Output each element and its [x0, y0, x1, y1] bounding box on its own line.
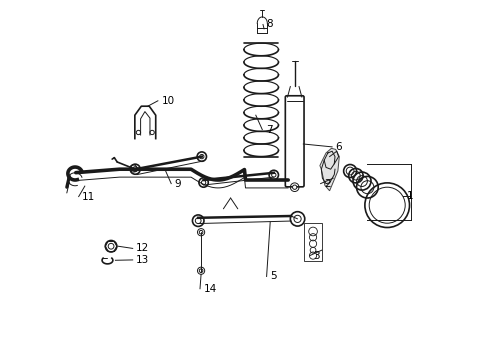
- Text: 7: 7: [266, 125, 272, 135]
- Text: 2: 2: [324, 179, 331, 189]
- FancyBboxPatch shape: [285, 96, 304, 187]
- Text: 5: 5: [270, 271, 277, 282]
- Circle shape: [133, 167, 138, 172]
- Text: 9: 9: [175, 179, 181, 189]
- Circle shape: [201, 180, 206, 185]
- Text: 8: 8: [267, 19, 273, 30]
- Text: 14: 14: [204, 284, 217, 294]
- Circle shape: [196, 218, 201, 224]
- Text: 13: 13: [136, 255, 149, 265]
- Text: 6: 6: [336, 142, 343, 152]
- Circle shape: [293, 185, 297, 189]
- Circle shape: [199, 269, 203, 273]
- Circle shape: [199, 230, 203, 234]
- Bar: [304, 223, 321, 261]
- Text: 3: 3: [314, 251, 320, 261]
- Circle shape: [271, 173, 276, 177]
- Polygon shape: [320, 148, 339, 191]
- Circle shape: [199, 154, 204, 159]
- Text: 1: 1: [407, 191, 414, 201]
- Text: 11: 11: [82, 192, 96, 202]
- Text: 12: 12: [136, 243, 149, 253]
- Text: 10: 10: [162, 96, 174, 106]
